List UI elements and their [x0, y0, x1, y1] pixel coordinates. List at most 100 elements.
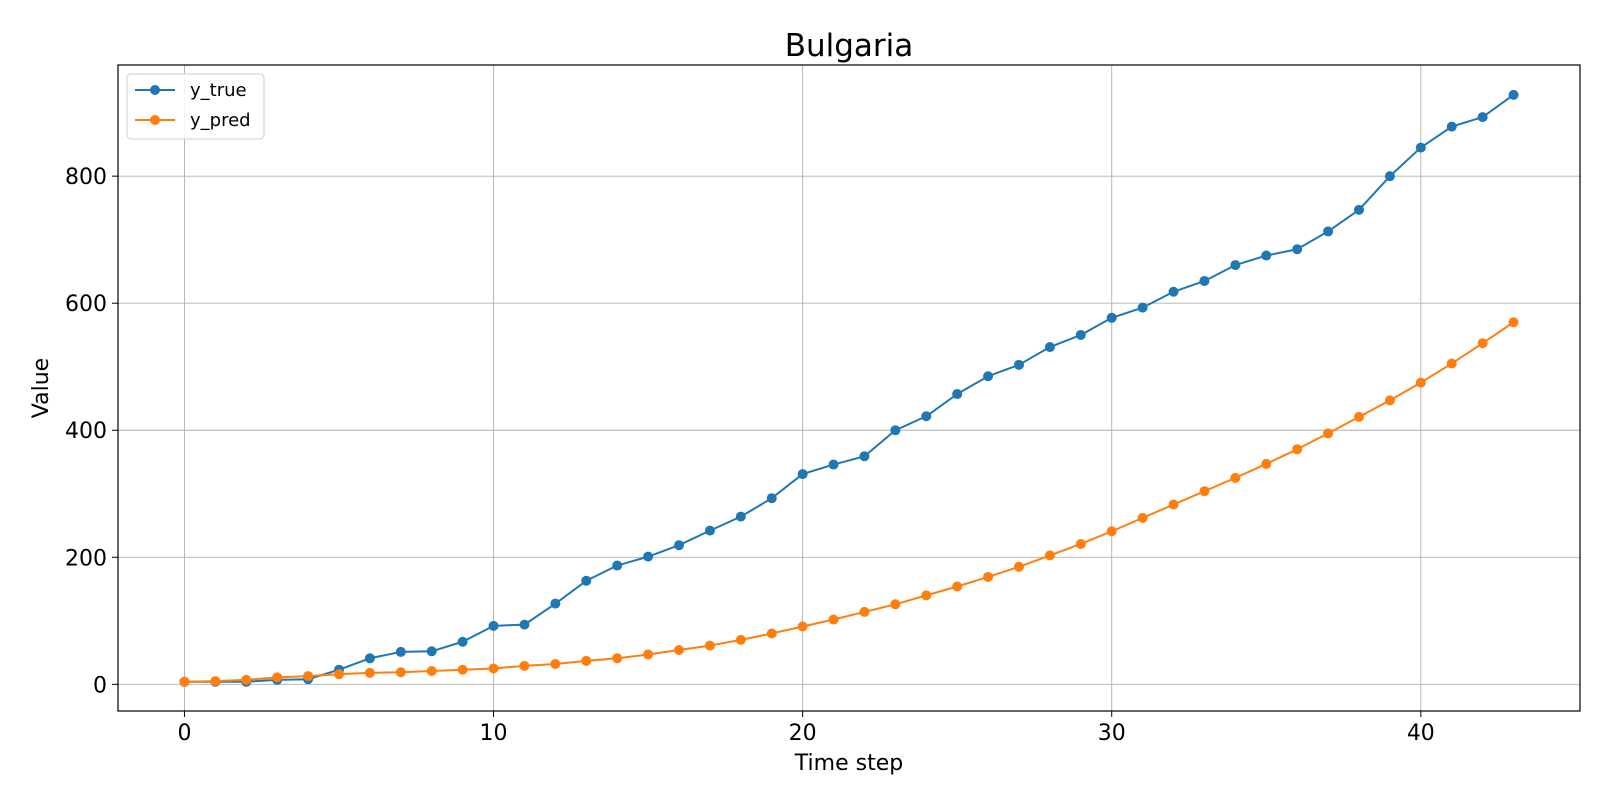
data-point: [983, 571, 994, 582]
data-point: [859, 451, 870, 462]
data-point: [1292, 444, 1303, 455]
data-point: [1044, 342, 1055, 353]
data-point: [1075, 538, 1086, 549]
data-point: [457, 636, 468, 647]
legend-marker: [150, 115, 160, 125]
data-point: [983, 371, 994, 382]
data-point: [488, 620, 499, 631]
data-point: [1323, 226, 1334, 237]
data-point: [674, 540, 684, 551]
data-point: [581, 575, 592, 586]
data-point: [1137, 512, 1148, 523]
chart-title: Bulgaria: [785, 28, 914, 64]
data-point: [395, 667, 406, 678]
legend-label: y_pred: [190, 110, 251, 131]
x-tick-label: 40: [1407, 721, 1435, 746]
data-point: [704, 640, 715, 651]
data-point: [1477, 338, 1488, 349]
data-point: [1446, 121, 1457, 132]
data-point: [364, 667, 375, 678]
data-point: [766, 493, 777, 504]
data-point: [1384, 171, 1395, 182]
legend-label: y_true: [190, 80, 247, 101]
data-point: [457, 664, 468, 675]
data-point: [921, 411, 932, 422]
data-point: [612, 560, 623, 571]
y-tick-label: 400: [65, 419, 107, 444]
data-point: [364, 653, 375, 664]
x-axis-label: Time step: [794, 751, 903, 776]
data-point: [303, 671, 314, 682]
data-point: [1044, 550, 1055, 561]
data-point: [426, 665, 437, 676]
y-tick-label: 600: [65, 292, 107, 317]
data-point: [1199, 275, 1210, 286]
data-point: [704, 525, 715, 536]
data-point: [674, 645, 684, 656]
data-point: [1261, 250, 1272, 261]
data-point: [519, 660, 530, 671]
data-point: [1199, 486, 1210, 497]
plot-frame: [117, 64, 1581, 712]
series-layer: [179, 89, 1519, 687]
data-point: [272, 672, 283, 683]
x-tick-label: 20: [789, 721, 817, 746]
data-point: [1261, 458, 1272, 469]
series-line: [184, 321, 1515, 683]
data-point: [1508, 317, 1519, 328]
data-point: [1168, 286, 1179, 297]
data-point: [1477, 112, 1488, 123]
data-point: [334, 669, 344, 680]
data-point: [1230, 260, 1241, 271]
data-point: [488, 663, 499, 674]
data-point: [890, 425, 901, 436]
data-point: [735, 634, 746, 645]
data-point: [890, 599, 901, 610]
legend-marker: [150, 85, 160, 95]
data-point: [395, 646, 406, 657]
data-point: [1415, 142, 1426, 153]
y-tick-label: 200: [65, 546, 107, 571]
data-point: [1106, 312, 1117, 323]
data-point: [1168, 499, 1179, 510]
data-point: [179, 676, 190, 687]
y-axis-label: Value: [29, 358, 54, 418]
data-point: [1292, 244, 1303, 255]
data-point: [241, 674, 252, 685]
data-point: [643, 649, 654, 660]
legend-item: y_pred: [135, 110, 251, 131]
data-point: [859, 606, 870, 617]
y-tick-label: 800: [65, 165, 107, 190]
data-point: [1415, 377, 1426, 388]
data-point: [426, 646, 437, 657]
data-point: [519, 619, 530, 630]
legend: y_true y_pred: [126, 73, 265, 140]
y-tick-label: 0: [93, 673, 107, 698]
data-point: [797, 621, 808, 632]
data-point: [921, 590, 932, 601]
data-point: [1323, 428, 1334, 439]
x-tick-label: 0: [177, 721, 191, 746]
series-y-true: [179, 89, 1519, 687]
data-point: [1014, 561, 1024, 572]
x-tick-label: 10: [480, 721, 508, 746]
grid-lines: [118, 65, 1580, 711]
data-point: [828, 459, 839, 470]
data-point: [952, 581, 963, 592]
data-point: [1106, 526, 1117, 537]
data-point: [735, 511, 746, 522]
data-point: [797, 469, 808, 480]
data-point: [1508, 89, 1519, 100]
data-point: [550, 658, 561, 669]
data-point: [1384, 395, 1395, 406]
data-point: [581, 655, 592, 666]
x-tick-label: 30: [1098, 721, 1126, 746]
data-point: [828, 614, 839, 625]
data-point: [1354, 411, 1364, 422]
y-axis-ticks: 0 200 400 600 800: [65, 165, 118, 698]
data-point: [1230, 472, 1241, 483]
data-point: [766, 628, 777, 639]
data-point: [952, 389, 963, 400]
